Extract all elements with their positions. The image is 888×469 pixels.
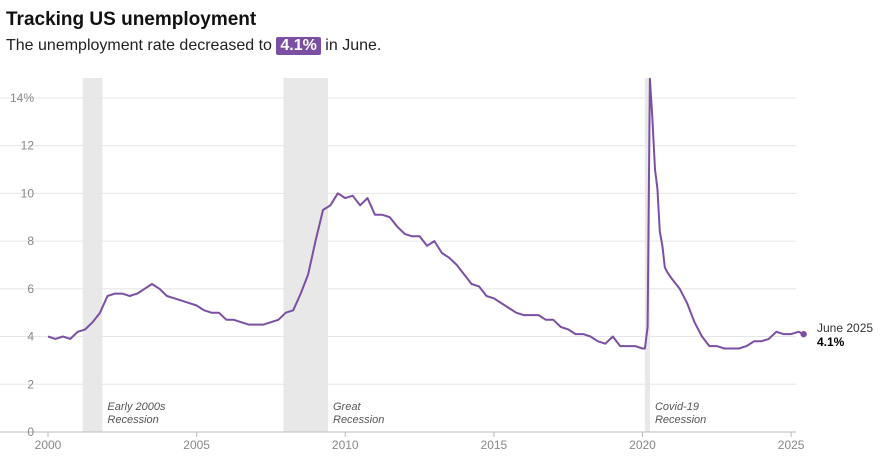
y-tick-label-14: 14% xyxy=(10,91,34,105)
subtitle-prefix: The unemployment rate decreased to xyxy=(6,37,277,54)
end-label-value: 4.1% xyxy=(817,335,845,349)
y-tick-label-8: 8 xyxy=(27,234,34,248)
x-tick-label-2020: 2020 xyxy=(629,438,656,452)
y-axis: 0 2 4 6 8 10 12 14% xyxy=(10,91,34,439)
recession-bands xyxy=(82,78,650,432)
recession-band-1 xyxy=(283,78,329,432)
recession-labels: Early 2000sRecessionGreatRecessionCovid-… xyxy=(107,401,706,426)
recession-label-0-line1: Early 2000s xyxy=(107,401,166,413)
chart-title: Tracking US unemployment xyxy=(6,9,257,30)
grid-lines xyxy=(0,97,796,433)
x-tick-label-2015: 2015 xyxy=(481,438,508,452)
y-tick-label-6: 6 xyxy=(27,282,34,296)
recession-label-1-line1: Great xyxy=(333,401,361,413)
recession-band-0 xyxy=(82,78,103,432)
y-tick-label-2: 2 xyxy=(27,377,34,391)
y-tick-label-0: 0 xyxy=(27,425,34,439)
x-tick-label-2025: 2025 xyxy=(778,438,805,452)
x-tick-label-2005: 2005 xyxy=(183,438,210,452)
y-tick-label-4: 4 xyxy=(27,330,34,344)
end-point-marker xyxy=(800,330,807,338)
unemployment-series-line xyxy=(47,77,805,350)
y-tick-label-12: 12 xyxy=(21,139,35,153)
chart-subtitle: The unemployment rate decreased to 4.1% … xyxy=(6,37,381,55)
end-label-date: June 2025 xyxy=(817,321,873,335)
x-tick-label-2010: 2010 xyxy=(332,438,359,452)
x-axis: 2000 2005 2010 2015 2020 2025 xyxy=(35,432,805,452)
recession-label-1-line2: Recession xyxy=(333,414,384,426)
x-tick-label-2000: 2000 xyxy=(35,438,62,452)
recession-label-0-line2: Recession xyxy=(107,414,158,426)
subtitle-suffix: in June. xyxy=(320,37,382,54)
recession-label-2-line2: Recession xyxy=(655,414,706,426)
recession-label-2-line1: Covid-19 xyxy=(655,401,699,413)
subtitle-highlight-value: 4.1% xyxy=(276,37,321,55)
y-tick-label-10: 10 xyxy=(21,186,35,200)
